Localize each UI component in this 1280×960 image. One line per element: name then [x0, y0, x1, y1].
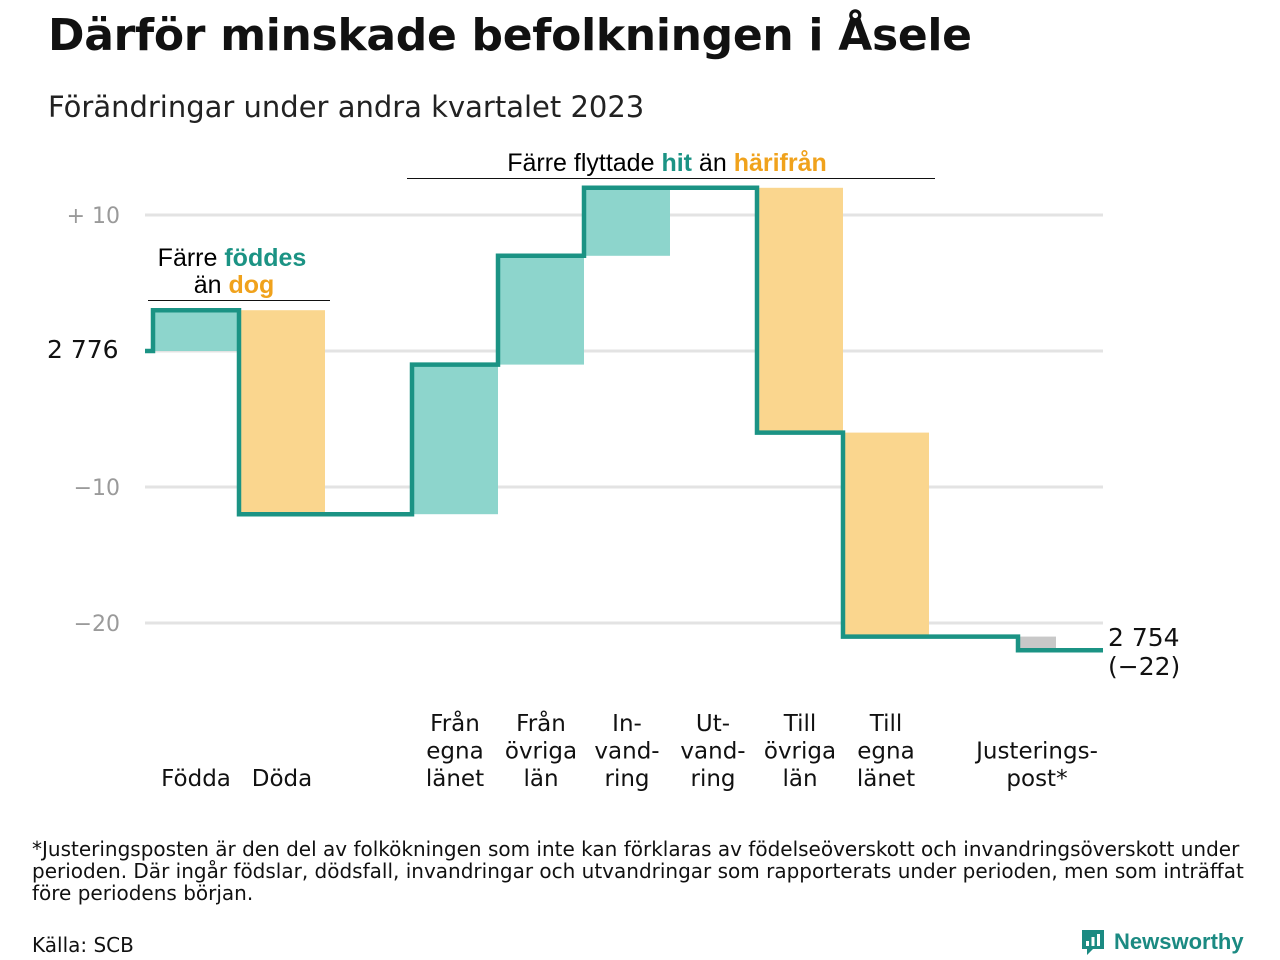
category-label: In-	[612, 711, 642, 737]
category-label: län	[782, 766, 817, 792]
category-label: ring	[690, 766, 735, 792]
category-label: vand-	[680, 739, 745, 765]
bar-6	[757, 187, 843, 433]
source-label: Källa: SCB	[32, 933, 134, 957]
end-value-label: 2 754	[1108, 623, 1180, 652]
bar-8	[1018, 636, 1056, 651]
y-tick-label: + 10	[67, 204, 120, 229]
footnote: *Justeringsposten är den del av folkökni…	[32, 837, 1244, 905]
category-label: Till	[783, 711, 817, 737]
step-line-layer	[145, 185, 1103, 653]
annotation-migration-text: Färre flyttade hit än härifrån	[507, 149, 827, 177]
bar-4	[584, 187, 670, 256]
end-change-label: (−22)	[1108, 652, 1180, 681]
bar-layer	[153, 187, 1056, 651]
category-label: Justerings-	[974, 739, 1098, 765]
category-label: Ut-	[696, 711, 730, 737]
brand-name: Newsworthy	[1114, 929, 1244, 954]
category-label: vand-	[594, 739, 659, 765]
category-label: egna	[426, 739, 483, 765]
y-tick-layer: + 10 −10 −20	[67, 204, 120, 637]
start-value-label: 2 776	[47, 335, 119, 364]
waterfall-chart: + 10−10−20 Födda DödaFrånegnalänetFrånövr…	[47, 149, 1180, 792]
category-label: länet	[426, 766, 484, 792]
category-label: Döda	[252, 766, 312, 792]
bar-3	[498, 255, 584, 365]
y-tick-label: −10	[74, 476, 120, 501]
bar-2	[412, 364, 498, 515]
bar-7	[843, 432, 929, 637]
category-label: egna	[857, 739, 914, 765]
category-label: län	[523, 766, 558, 792]
category-label: övriga	[505, 739, 577, 765]
chart-subtitle: Förändringar under andra kvartalet 2023	[48, 90, 645, 124]
category-label: länet	[857, 766, 915, 792]
bar-1	[239, 310, 325, 515]
category-label: Från	[516, 709, 566, 737]
category-label-layer: Födda DödaFrånegnalänetFrånövrigalänIn-va…	[161, 709, 1098, 792]
chart-title: Därför minskade befolkningen i Åsele	[48, 10, 972, 61]
category-label: Från	[430, 709, 480, 737]
category-label: post*	[1006, 766, 1067, 792]
y-tick-label: −20	[74, 612, 120, 637]
cumulative-step-line	[145, 185, 1103, 653]
category-label: övriga	[764, 739, 836, 765]
newsworthy-logo-icon	[1082, 930, 1104, 955]
brand[interactable]: Newsworthy	[1080, 928, 1244, 956]
category-label: ring	[604, 766, 649, 792]
annotation-birth-death: Färre föddes än dog	[148, 244, 330, 301]
category-label: Födda	[161, 766, 231, 792]
annotation-birth-death-line1: Färre föddes	[158, 244, 307, 272]
bar-0	[153, 310, 239, 351]
category-label: Till	[869, 711, 903, 737]
annotation-birth-death-line2: än dog	[194, 271, 275, 299]
annotation-migration: Färre flyttade hit än härifrån	[407, 149, 935, 179]
